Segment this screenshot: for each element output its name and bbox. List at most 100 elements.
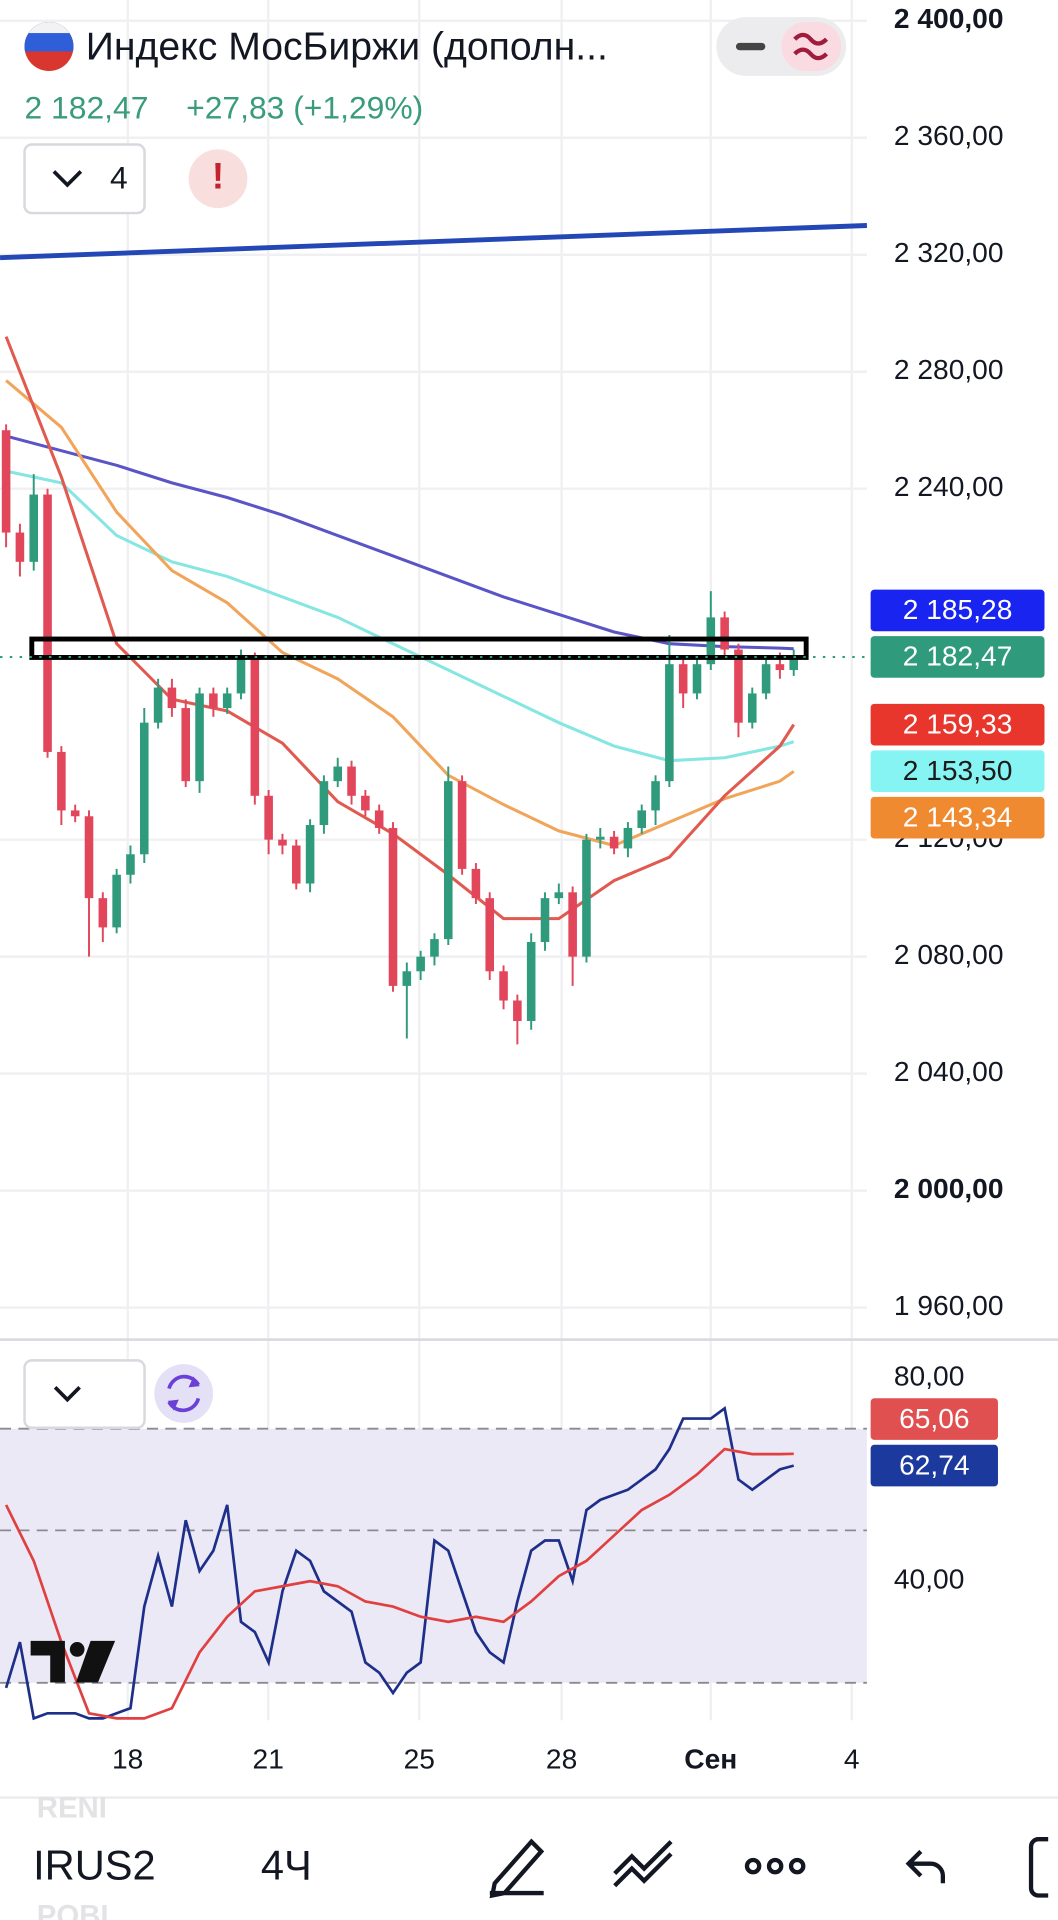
price-change: +27,83 (+1,29%) (186, 90, 423, 126)
candle-body (471, 868, 481, 899)
y-tick-label: 2 080,00 (894, 939, 1004, 970)
indicator-tool[interactable] (613, 1840, 673, 1888)
toolbar-symbol[interactable]: IRUS2 (33, 1842, 156, 1889)
view-toggle[interactable] (716, 17, 847, 76)
alert-button[interactable]: ! (188, 149, 248, 209)
candle-body (526, 942, 536, 1021)
candle-body (513, 1000, 522, 1021)
candle-body (222, 693, 232, 709)
candle-body (112, 874, 121, 928)
price-label: 2 159,33 (903, 708, 1013, 739)
price-label-box (870, 796, 1045, 839)
rsi-plot (0, 1406, 867, 1721)
candle-body (747, 693, 757, 723)
price-label: 62,74 (899, 1449, 969, 1480)
rsi-line (4, 1406, 795, 1721)
candle-body (430, 939, 439, 957)
watchlist-item[interactable]: RENI (37, 1792, 107, 1825)
x-tick-label: 28 (546, 1743, 577, 1774)
candle-body (720, 617, 729, 650)
symbol-title[interactable]: Индекс МосБиржи (дополн... (86, 25, 608, 68)
rsi-collapse[interactable] (23, 1359, 146, 1429)
candle-body (775, 664, 785, 671)
candle-body (623, 827, 633, 849)
fullscreen-tool[interactable] (1028, 1837, 1049, 1898)
candle-body (209, 693, 218, 709)
candle-body (457, 781, 467, 869)
rsi-tick-label: 80,00 (894, 1360, 964, 1391)
candle-body (374, 810, 384, 828)
candle-body (485, 898, 495, 972)
main-plot (0, 223, 867, 1045)
moving-average (5, 379, 795, 848)
candle-body (388, 827, 398, 986)
trend-line (0, 223, 867, 261)
axis-layer: 2 400,00 2 360,00 2 320,00 2 280,00 2 240,00… (112, 3, 1045, 1774)
candle-body (347, 766, 356, 796)
indicators-count: 4 (110, 159, 128, 195)
y-tick-label: 2 320,00 (894, 237, 1004, 268)
candle-body (250, 658, 260, 796)
candle-body (665, 664, 674, 782)
candle-body (416, 956, 425, 972)
more-tool[interactable] (744, 1857, 806, 1875)
x-tick-label: 25 (404, 1743, 435, 1774)
y-tick-label: 2 040,00 (894, 1056, 1004, 1087)
y-tick-label: 2 400,00 (894, 3, 1004, 34)
toolbar-interval[interactable]: 4Ч (261, 1842, 312, 1889)
candle-body (540, 898, 550, 943)
candle-body (333, 766, 343, 782)
drawn-zone (29, 636, 809, 660)
candle-body (236, 658, 246, 694)
draw-tool[interactable] (489, 1838, 545, 1899)
x-tick-label: Сен (684, 1743, 737, 1774)
candle-body (195, 693, 204, 782)
price-label: 2 185,28 (903, 594, 1013, 625)
indicators-toggle[interactable]: 4 (23, 143, 146, 215)
price-label: 2 182,47 (903, 641, 1013, 672)
alert-icon: ! (212, 155, 224, 196)
candle-body (402, 971, 412, 986)
undo-tool[interactable] (905, 1849, 946, 1884)
flag (24, 22, 74, 72)
candle-body (595, 836, 605, 840)
candle-body (126, 854, 135, 875)
moving-average (4, 336, 796, 921)
candle-body (582, 839, 591, 957)
candle-body (678, 664, 688, 694)
price-label: 2 153,50 (903, 755, 1013, 786)
candle-body (98, 898, 108, 928)
candle-body (278, 839, 287, 846)
candle-body (57, 751, 66, 811)
price-label-box (870, 750, 1045, 792)
x-tick-label: 18 (112, 1743, 143, 1774)
candle-body (305, 825, 315, 884)
price-label-box (870, 636, 1045, 678)
price-label-box (870, 589, 1045, 632)
candle-body (139, 722, 149, 855)
candle-body (84, 816, 94, 899)
y-tick-label: 1 960,00 (894, 1290, 1004, 1321)
candle-body (43, 494, 52, 752)
candle-body (554, 892, 564, 899)
x-tick-label: 4 (844, 1743, 860, 1774)
moving-average (5, 434, 794, 651)
price-label: 65,06 (899, 1403, 969, 1434)
price-label-box (870, 1398, 998, 1440)
watchlist-item[interactable]: POBI (37, 1899, 109, 1920)
candle-body (761, 664, 771, 694)
moving-average (5, 469, 795, 763)
candle-body (651, 781, 660, 811)
price-label: 2 143,34 (903, 801, 1013, 832)
candle-body (692, 664, 702, 694)
price-label-box (870, 1444, 998, 1487)
price-label-box (870, 703, 1045, 746)
candle-body (29, 494, 39, 562)
candle-body (319, 781, 329, 826)
candle-body (568, 892, 577, 957)
rsi-tick-label: 40,00 (894, 1564, 964, 1595)
rsi-refresh[interactable] (154, 1364, 214, 1423)
candle-body (734, 649, 743, 723)
